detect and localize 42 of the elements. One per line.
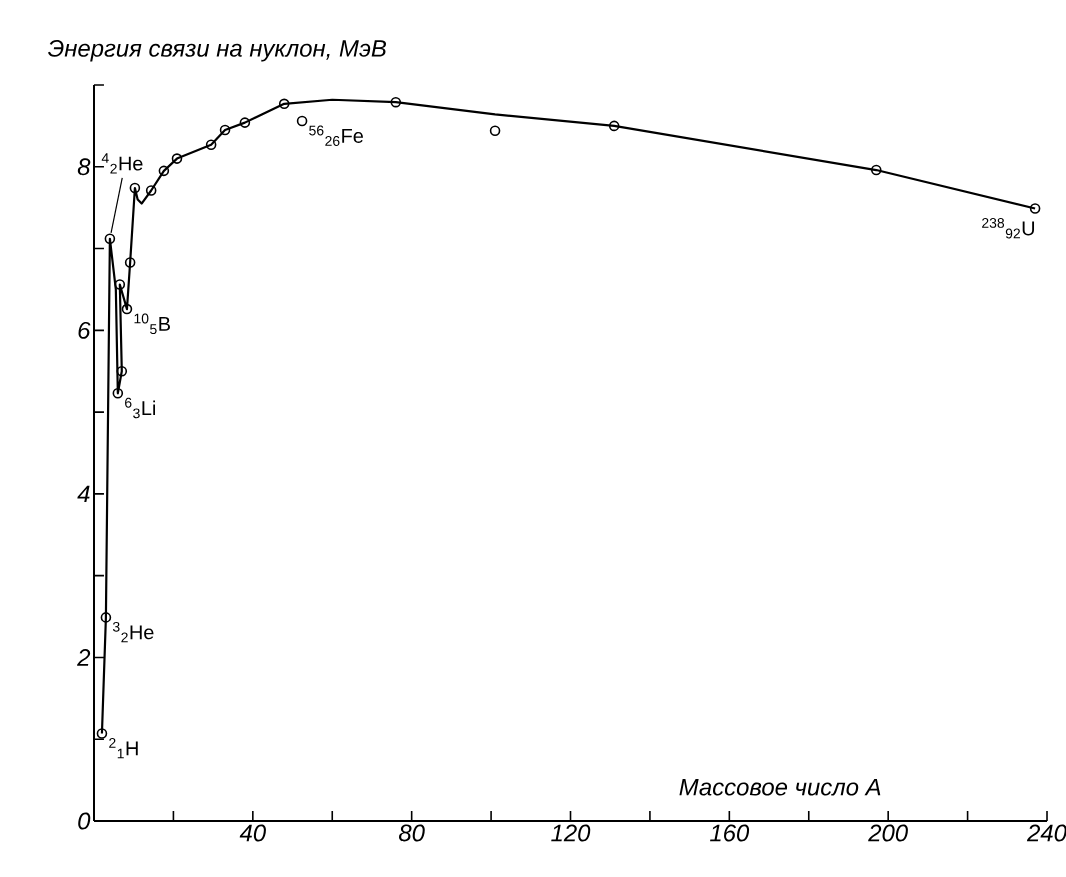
x-tick-label: 120 bbox=[551, 824, 591, 842]
point bbox=[870, 164, 882, 176]
point bbox=[489, 125, 501, 137]
y-tick-label: 4 bbox=[77, 485, 90, 503]
point bbox=[116, 365, 128, 377]
point bbox=[219, 124, 231, 136]
x-axis-title: Массовое число A bbox=[679, 778, 881, 796]
x-tick-label: 200 bbox=[868, 824, 908, 842]
point bbox=[1029, 203, 1041, 214]
y-axis-title: Энергия связи на нуклон, МэВ bbox=[47, 39, 387, 62]
point bbox=[390, 96, 402, 108]
y-tick-label: 2 bbox=[77, 649, 91, 666]
point bbox=[129, 182, 141, 194]
point bbox=[112, 388, 124, 399]
annotation: 4$_{2}$He bbox=[101, 153, 143, 174]
annotation: 6$_{3}$Li bbox=[125, 397, 155, 419]
point bbox=[124, 257, 136, 268]
y-tick-label: 0 bbox=[78, 812, 91, 830]
point bbox=[121, 303, 133, 315]
point bbox=[96, 728, 108, 739]
annotation: 10$_{5}$B bbox=[134, 313, 170, 335]
x-tick-label: 240 bbox=[1026, 824, 1066, 842]
x-tick-label: 80 bbox=[399, 824, 425, 842]
point bbox=[100, 612, 112, 623]
annotation: 3$_{2}$He bbox=[112, 621, 154, 643]
annotation: 2$_{1}$H bbox=[109, 738, 138, 759]
y-tick-label: 8 bbox=[77, 158, 91, 176]
point bbox=[114, 279, 126, 290]
x-tick-label: 160 bbox=[710, 824, 750, 842]
point bbox=[171, 153, 183, 164]
point bbox=[158, 165, 170, 177]
annotation: 238$_{92}$U bbox=[982, 217, 1035, 239]
point bbox=[104, 233, 116, 245]
point bbox=[296, 115, 308, 127]
point bbox=[205, 139, 217, 150]
annotation: 56$_{26}$Fe bbox=[309, 125, 363, 146]
x-tick-label: 40 bbox=[239, 824, 266, 842]
y-tick-label: 6 bbox=[78, 321, 91, 339]
point bbox=[239, 117, 251, 128]
point bbox=[608, 120, 620, 132]
point bbox=[278, 98, 290, 110]
point bbox=[145, 185, 157, 196]
